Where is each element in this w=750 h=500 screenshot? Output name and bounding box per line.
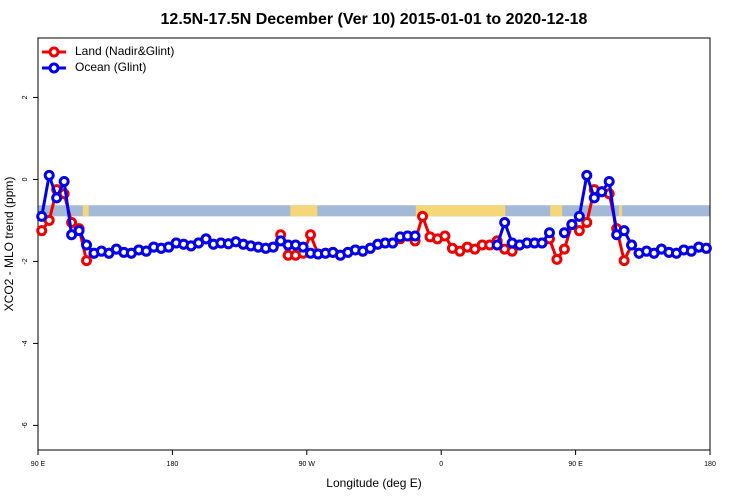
point [305, 229, 317, 241]
point [626, 239, 638, 251]
x-axis-label: Longitude (deg E) [326, 476, 421, 490]
land-band [415, 205, 506, 217]
point [499, 216, 511, 228]
land-band [618, 205, 622, 217]
point [81, 239, 93, 251]
y-tick-label: 2 [22, 95, 29, 99]
y-axis-label: XCO2 - MLO trend (ppm) [2, 177, 16, 312]
point [439, 230, 451, 242]
x-tick-label: 180 [704, 461, 716, 468]
plot-frame [37, 37, 711, 451]
point [596, 186, 608, 198]
point [558, 227, 570, 239]
legend-marker [48, 46, 60, 58]
point [58, 175, 70, 187]
point [588, 192, 600, 204]
point [618, 255, 630, 267]
point [603, 175, 615, 187]
point [536, 237, 548, 249]
point [387, 237, 399, 249]
point [200, 233, 212, 245]
legend-label: Land (Nadir&Glint) [75, 44, 174, 58]
y-tick-label: -6 [22, 422, 29, 428]
point [618, 225, 630, 237]
y-tick-label: 0 [22, 177, 29, 181]
point [543, 227, 555, 239]
point [51, 192, 63, 204]
chart-title: 12.5N-17.5N December (Ver 10) 2015-01-01… [161, 11, 588, 28]
point [36, 210, 48, 222]
point [43, 169, 55, 181]
point [491, 239, 503, 251]
point [73, 225, 85, 237]
land-band [290, 205, 318, 217]
point [36, 225, 48, 237]
x-tick-label: 90 E [568, 461, 583, 468]
legend-marker [48, 62, 60, 74]
y-tick-label: -2 [22, 258, 29, 264]
x-tick-label: 90 W [299, 461, 316, 468]
point [581, 169, 593, 181]
point [417, 210, 429, 222]
legend-label: Ocean (Glint) [75, 60, 146, 74]
land-band [82, 205, 89, 217]
point [581, 216, 593, 228]
point [409, 230, 421, 242]
x-tick-label: 180 [167, 461, 179, 468]
ocean-band [38, 205, 710, 217]
y-tick-label: -4 [22, 340, 29, 346]
point [700, 242, 712, 254]
point [573, 210, 585, 222]
point [297, 241, 309, 253]
point [573, 225, 585, 237]
x-tick-label: 0 [439, 461, 443, 468]
point [267, 241, 279, 253]
point [558, 243, 570, 255]
point [81, 255, 93, 267]
land-band [550, 205, 563, 217]
point [566, 219, 578, 231]
point [551, 253, 563, 265]
x-tick-label: 90 E [31, 461, 46, 468]
